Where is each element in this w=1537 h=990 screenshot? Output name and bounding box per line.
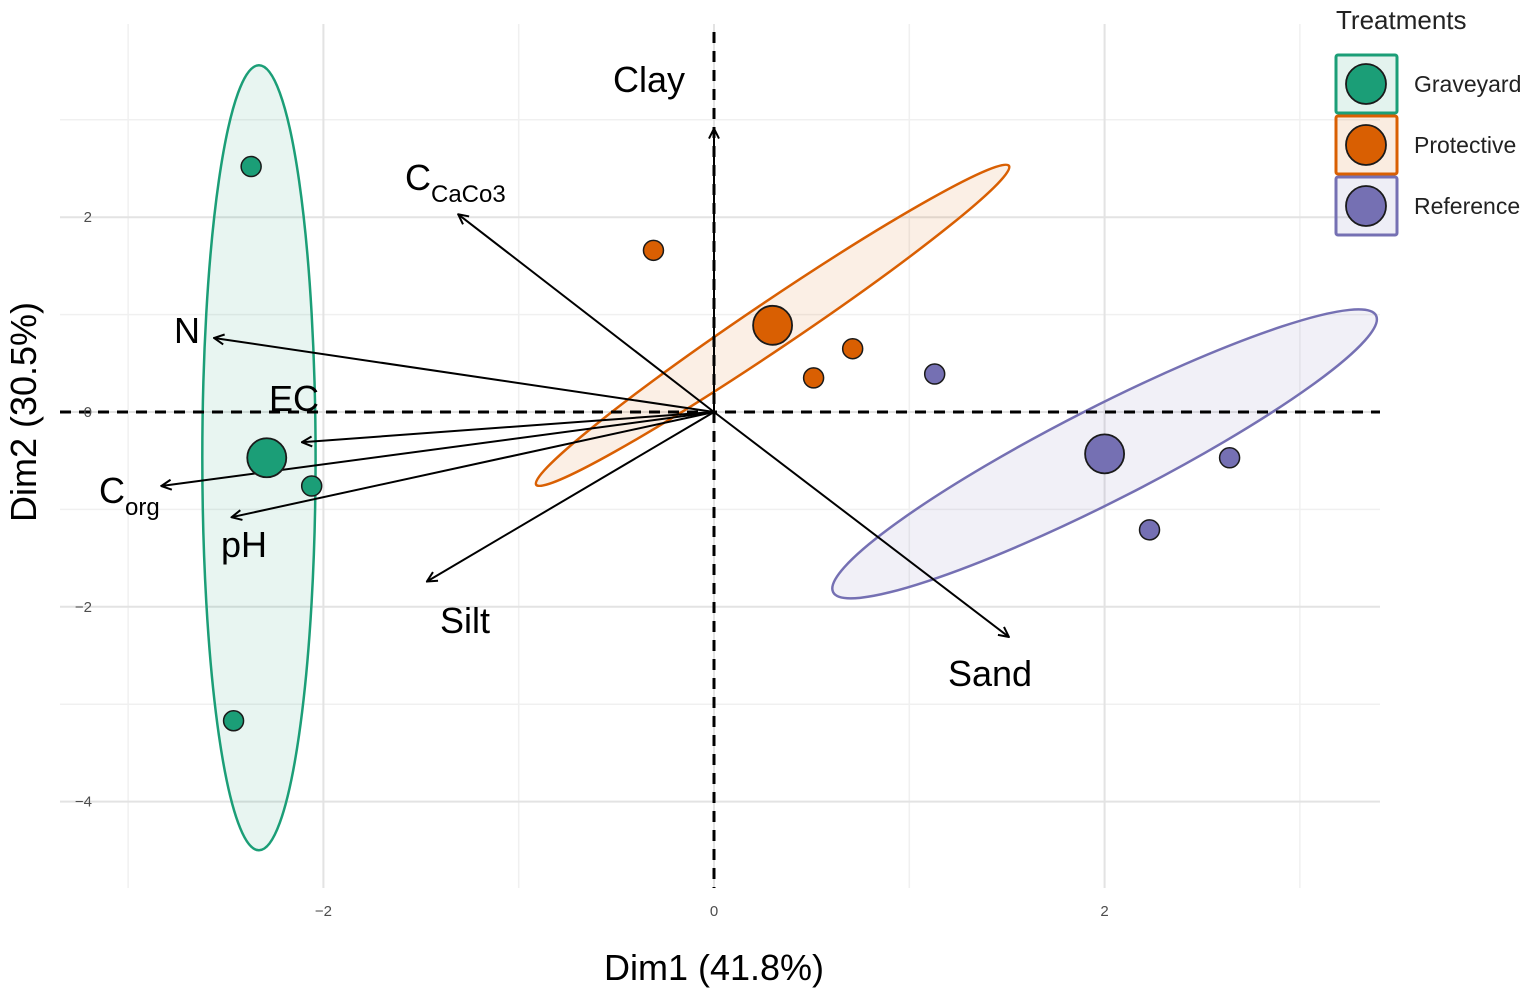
arrow-ec: [302, 411, 715, 442]
variable-label-ph: pH: [221, 524, 267, 565]
point-reference: [1218, 447, 1241, 469]
arrow-ccaco3: [458, 214, 715, 413]
variable-labels: Clay CCaCo3 N EC Corg pH Silt Sand: [99, 59, 1032, 694]
legend-item-protective: Protective: [1334, 114, 1516, 176]
legend-label-reference: Reference: [1414, 193, 1520, 219]
point-reference: [923, 363, 946, 385]
x-axis-title: Dim1 (41.8%): [604, 947, 824, 988]
variable-arrows: [161, 129, 1009, 637]
x-tick-label: 2: [1100, 903, 1108, 920]
point-protective: [802, 367, 825, 389]
x-axis-ticks: −2 0 2: [315, 903, 1109, 920]
legend: Treatments Graveyard Protective Reference: [1334, 5, 1521, 237]
point-reference: [1138, 519, 1161, 541]
y-tick-label: −2: [75, 599, 92, 616]
arrow-silt: [427, 411, 715, 581]
y-tick-label: −4: [75, 794, 92, 811]
arrow-ph: [232, 411, 715, 517]
point-protective: [642, 239, 665, 262]
legend-label-graveyard: Graveyard: [1414, 71, 1521, 97]
variable-label-ec: EC: [269, 378, 319, 419]
legend-marker-graveyard: [1345, 63, 1387, 105]
centroid-reference: [1084, 433, 1125, 475]
centroid-graveyard: [246, 437, 288, 479]
y-tick-label: 2: [84, 209, 92, 226]
data-points: [222, 155, 1241, 732]
legend-marker-reference: [1345, 185, 1387, 227]
y-axis-title: Dim2 (30.5%): [3, 302, 44, 522]
point-graveyard: [300, 475, 323, 497]
variable-label-corg: Corg: [99, 470, 160, 521]
variable-label-clay: Clay: [613, 59, 685, 100]
legend-label-protective: Protective: [1414, 132, 1516, 158]
confidence-ellipses: [201, 64, 1379, 852]
point-graveyard: [240, 155, 262, 178]
y-axis-ticks: 2 0 −2 −4: [75, 209, 92, 810]
variable-label-sand: Sand: [948, 653, 1032, 694]
variable-label-n: N: [174, 310, 200, 351]
y-tick-label: 0: [84, 404, 92, 421]
variable-label-silt: Silt: [440, 600, 490, 641]
point-graveyard: [222, 710, 245, 732]
legend-marker-protective: [1345, 124, 1387, 166]
legend-item-graveyard: Graveyard: [1334, 53, 1521, 115]
x-tick-label: 0: [710, 903, 718, 920]
arrow-sand: [713, 411, 1009, 637]
legend-item-reference: Reference: [1334, 175, 1520, 237]
x-tick-label: −2: [315, 903, 332, 920]
legend-title: Treatments: [1336, 5, 1467, 35]
centroid-protective: [752, 304, 793, 346]
variable-label-ccaco3: CCaCo3: [405, 157, 506, 208]
arrow-corg: [161, 411, 715, 486]
point-protective: [841, 337, 864, 360]
arrow-n: [214, 338, 715, 413]
